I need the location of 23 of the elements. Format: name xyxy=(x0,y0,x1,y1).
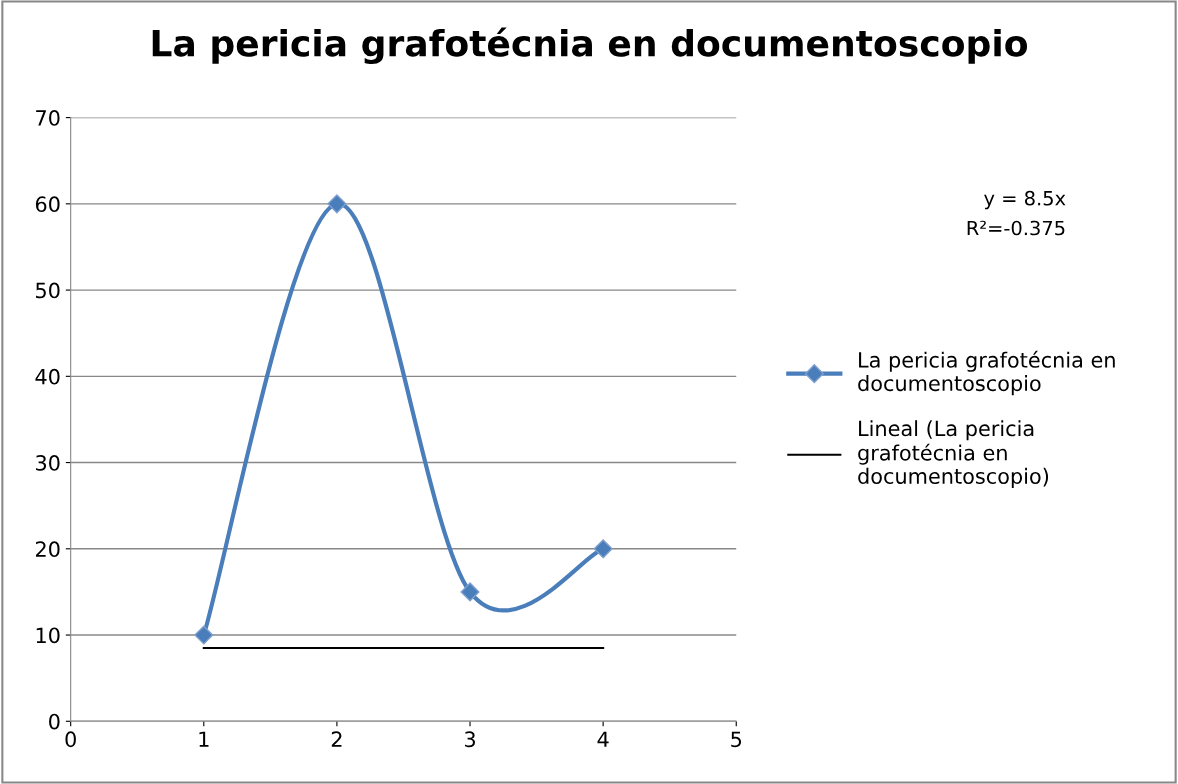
x-tick-label: 2 xyxy=(331,731,342,747)
text: R²=-0.375 xyxy=(967,220,1065,236)
point xyxy=(460,582,480,602)
y-tick-label: 70 xyxy=(36,110,60,126)
y-tick-label: 30 xyxy=(36,455,60,471)
y-tick-label: 10 xyxy=(36,627,60,644)
y-tick-label: 20 xyxy=(35,541,60,558)
x-tick-label: 5 xyxy=(731,731,742,748)
y-tick-label: 50 xyxy=(36,282,60,299)
legend-label: Lineal (La pericia grafotécnia en documentoscopio) xyxy=(858,420,1049,489)
x-tick-label: 1 xyxy=(199,731,209,747)
point xyxy=(194,625,214,645)
point xyxy=(327,194,347,214)
chart-title: La pericia grafotécnia en documentoscopio xyxy=(152,27,1027,65)
y-tick-label: 0 xyxy=(49,713,60,730)
x-tick-label: 3 xyxy=(464,731,475,748)
y-tick-label: 40 xyxy=(35,368,60,385)
text: y = 8.5x xyxy=(984,190,1066,210)
y-tick-label: 60 xyxy=(35,196,60,213)
legend-label: La pericia grafotécnia en documentoscopio xyxy=(858,350,1115,396)
x-tick-label: 0 xyxy=(65,731,76,748)
x-tick-label: 4 xyxy=(597,731,609,747)
point xyxy=(593,539,613,559)
